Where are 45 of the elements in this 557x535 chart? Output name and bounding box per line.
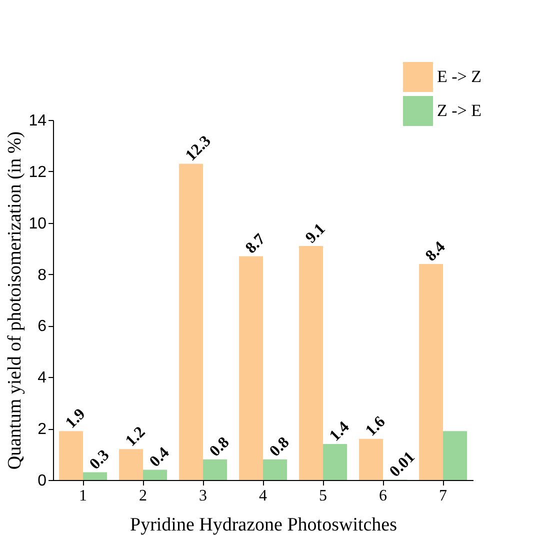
y-axis-title: Quantum yield of photoisomerization (in %) xyxy=(4,131,26,470)
x-tick-label: 6 xyxy=(379,488,387,504)
y-tick-label: 4 xyxy=(38,370,47,387)
bar xyxy=(419,264,443,480)
y-tick-label: 6 xyxy=(38,318,47,336)
data-label: 8.7 xyxy=(242,230,269,257)
bar xyxy=(119,449,143,480)
data-label: 0.4 xyxy=(146,444,173,470)
x-tick-label: 7 xyxy=(439,488,447,504)
data-label: 8.4 xyxy=(422,238,449,265)
bar xyxy=(323,444,347,480)
legend-label: Z -> E xyxy=(437,101,482,120)
y-tick-label: 14 xyxy=(28,112,47,130)
y-tick-label: 8 xyxy=(38,266,47,284)
data-label: 1.6 xyxy=(362,413,389,440)
data-label: 0.01 xyxy=(386,448,418,480)
x-tick-label: 2 xyxy=(139,488,147,504)
bar xyxy=(263,459,287,480)
data-label: 12.3 xyxy=(182,132,214,164)
y-tick-label: 10 xyxy=(28,215,47,232)
bar xyxy=(179,164,203,480)
x-tick-label: 3 xyxy=(199,488,207,504)
bar xyxy=(299,246,323,480)
x-tick-label: 4 xyxy=(259,488,267,504)
data-label: 0.8 xyxy=(206,434,233,460)
data-label: 1.2 xyxy=(122,424,149,450)
x-tick-label: 1 xyxy=(79,488,87,504)
data-label: 1.4 xyxy=(326,418,353,445)
bar xyxy=(359,438,383,480)
data-label: 0.3 xyxy=(86,446,113,473)
data-label: 1.9 xyxy=(62,406,89,432)
y-tick-label: 0 xyxy=(38,472,47,490)
bar xyxy=(443,431,467,480)
data-label: 0.8 xyxy=(266,434,293,460)
legend-label: E -> Z xyxy=(437,67,482,86)
y-tick-label: 2 xyxy=(38,421,47,438)
bar xyxy=(83,472,107,480)
bar xyxy=(203,459,227,480)
x-axis-title: Pyridine Hydrazone Photoswitches xyxy=(130,514,398,535)
y-tick-label: 12 xyxy=(28,164,47,181)
x-tick-label: 5 xyxy=(319,488,327,504)
bar xyxy=(143,470,167,480)
data-label: 9.1 xyxy=(302,220,329,247)
bar xyxy=(239,256,263,480)
bar xyxy=(59,431,83,480)
